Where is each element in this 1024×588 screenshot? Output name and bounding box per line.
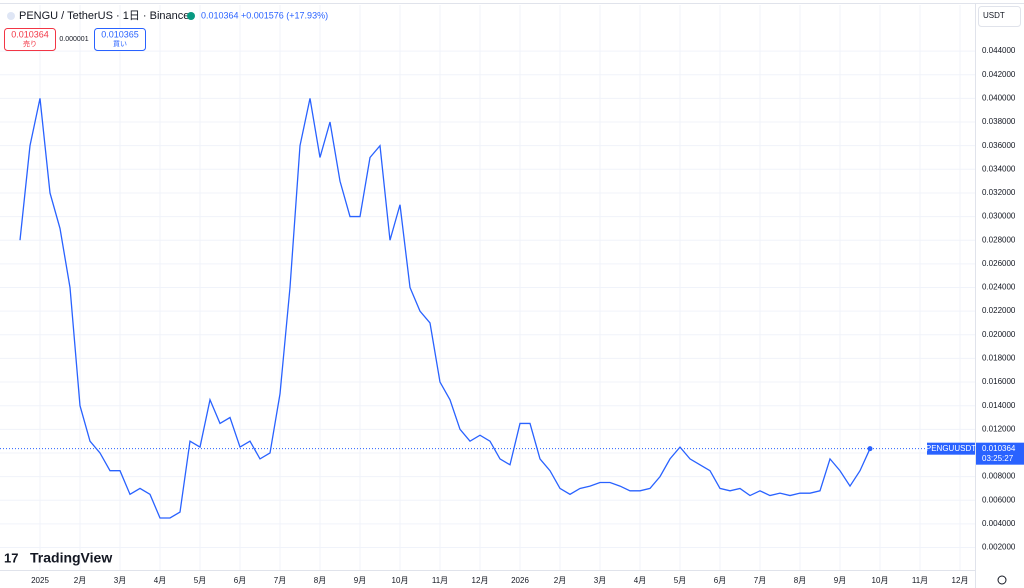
- y-tick-label: 0.004000: [982, 519, 1016, 528]
- price-tag-label: 0.010364: [982, 444, 1016, 453]
- x-tick-label: 4月: [634, 576, 646, 585]
- price-tag: [976, 442, 1024, 465]
- buy-label: 買い: [113, 40, 127, 48]
- y-tick-label: 0.044000: [982, 46, 1016, 55]
- y-tick-label: 0.018000: [982, 354, 1016, 363]
- spread: 0.000001: [59, 36, 88, 43]
- sell-button[interactable]: [4, 28, 56, 51]
- y-tick-label: 0.020000: [982, 330, 1016, 339]
- x-tick-label: 9月: [354, 576, 366, 585]
- x-tick-label: 10月: [392, 576, 409, 585]
- y-tick-label: 0.006000: [982, 495, 1016, 504]
- y-tick-label: 0.032000: [982, 188, 1016, 197]
- last-price: 0.010364: [201, 10, 239, 20]
- sell-label: 売り: [23, 39, 37, 48]
- y-tick-label: 0.014000: [982, 401, 1016, 410]
- x-tick-label: 6月: [714, 576, 726, 585]
- x-tick-label: 8月: [794, 576, 806, 585]
- x-tick-label: 3月: [114, 576, 126, 585]
- x-tick-label: 11月: [912, 576, 928, 585]
- x-tick-label: 8月: [314, 576, 326, 585]
- logo-mark: 17: [4, 550, 18, 565]
- y-tick-label: 0.002000: [982, 543, 1016, 552]
- y-tick-label: 0.012000: [982, 424, 1016, 433]
- y-tick-label: 0.038000: [982, 117, 1016, 126]
- currency-button[interactable]: [978, 6, 1021, 27]
- y-tick-label: 0.036000: [982, 141, 1016, 150]
- currency: USDT: [983, 11, 1005, 20]
- x-tick-label: 9月: [834, 576, 846, 585]
- y-tick-label: 0.040000: [982, 93, 1016, 102]
- price-line: [19, 98, 871, 519]
- x-tick-label: 7月: [274, 576, 286, 585]
- x-tick-label: 11月: [432, 576, 448, 585]
- y-tick-label: 0.016000: [982, 377, 1016, 386]
- y-tick-label: 0.026000: [982, 259, 1016, 268]
- symbol-icon: [7, 12, 15, 20]
- y-tick-label: 0.034000: [982, 164, 1016, 173]
- y-tick-label: 0.024000: [982, 283, 1016, 292]
- x-tick-label: 5月: [194, 576, 206, 585]
- logo: TradingView: [30, 550, 112, 566]
- y-tick-label: 0.022000: [982, 306, 1016, 315]
- x-tick-label: 6月: [234, 576, 246, 585]
- x-tick-label: 12月: [472, 576, 489, 585]
- sell-price: 0.010364: [11, 29, 49, 39]
- x-tick-label: 10月: [872, 576, 889, 585]
- x-tick-label: 12月: [952, 576, 969, 585]
- symbol-tag: [927, 442, 975, 455]
- x-tick-label: 7月: [754, 576, 766, 585]
- x-tick-label: 5月: [674, 576, 686, 585]
- buy-button[interactable]: [94, 28, 146, 51]
- countdown: 03:25:27: [982, 454, 1014, 463]
- x-tick-label: 3月: [594, 576, 606, 585]
- x-tick-label: 2月: [554, 576, 566, 585]
- y-tick-label: 0.008000: [982, 472, 1016, 481]
- x-tick-label: 4月: [154, 576, 166, 585]
- x-tick-label: 2026: [511, 576, 529, 585]
- y-tick-label: 0.030000: [982, 212, 1016, 221]
- x-tick-label: 2025: [31, 576, 49, 585]
- last-point: [867, 446, 873, 452]
- y-tick-label: 0.028000: [982, 235, 1016, 244]
- symbol-tag-label: PENGUUSDT: [926, 444, 976, 453]
- x-tick-label: 2月: [74, 576, 86, 585]
- y-tick-label: 0.042000: [982, 70, 1016, 79]
- change: +0.001576 (+17.93%): [241, 10, 328, 20]
- symbol: PENGU / TetherUS · 1日 · Binance: [19, 10, 189, 22]
- settings-icon[interactable]: [997, 575, 1007, 585]
- market-status: [187, 12, 195, 20]
- buy-price: 0.010365: [101, 29, 139, 39]
